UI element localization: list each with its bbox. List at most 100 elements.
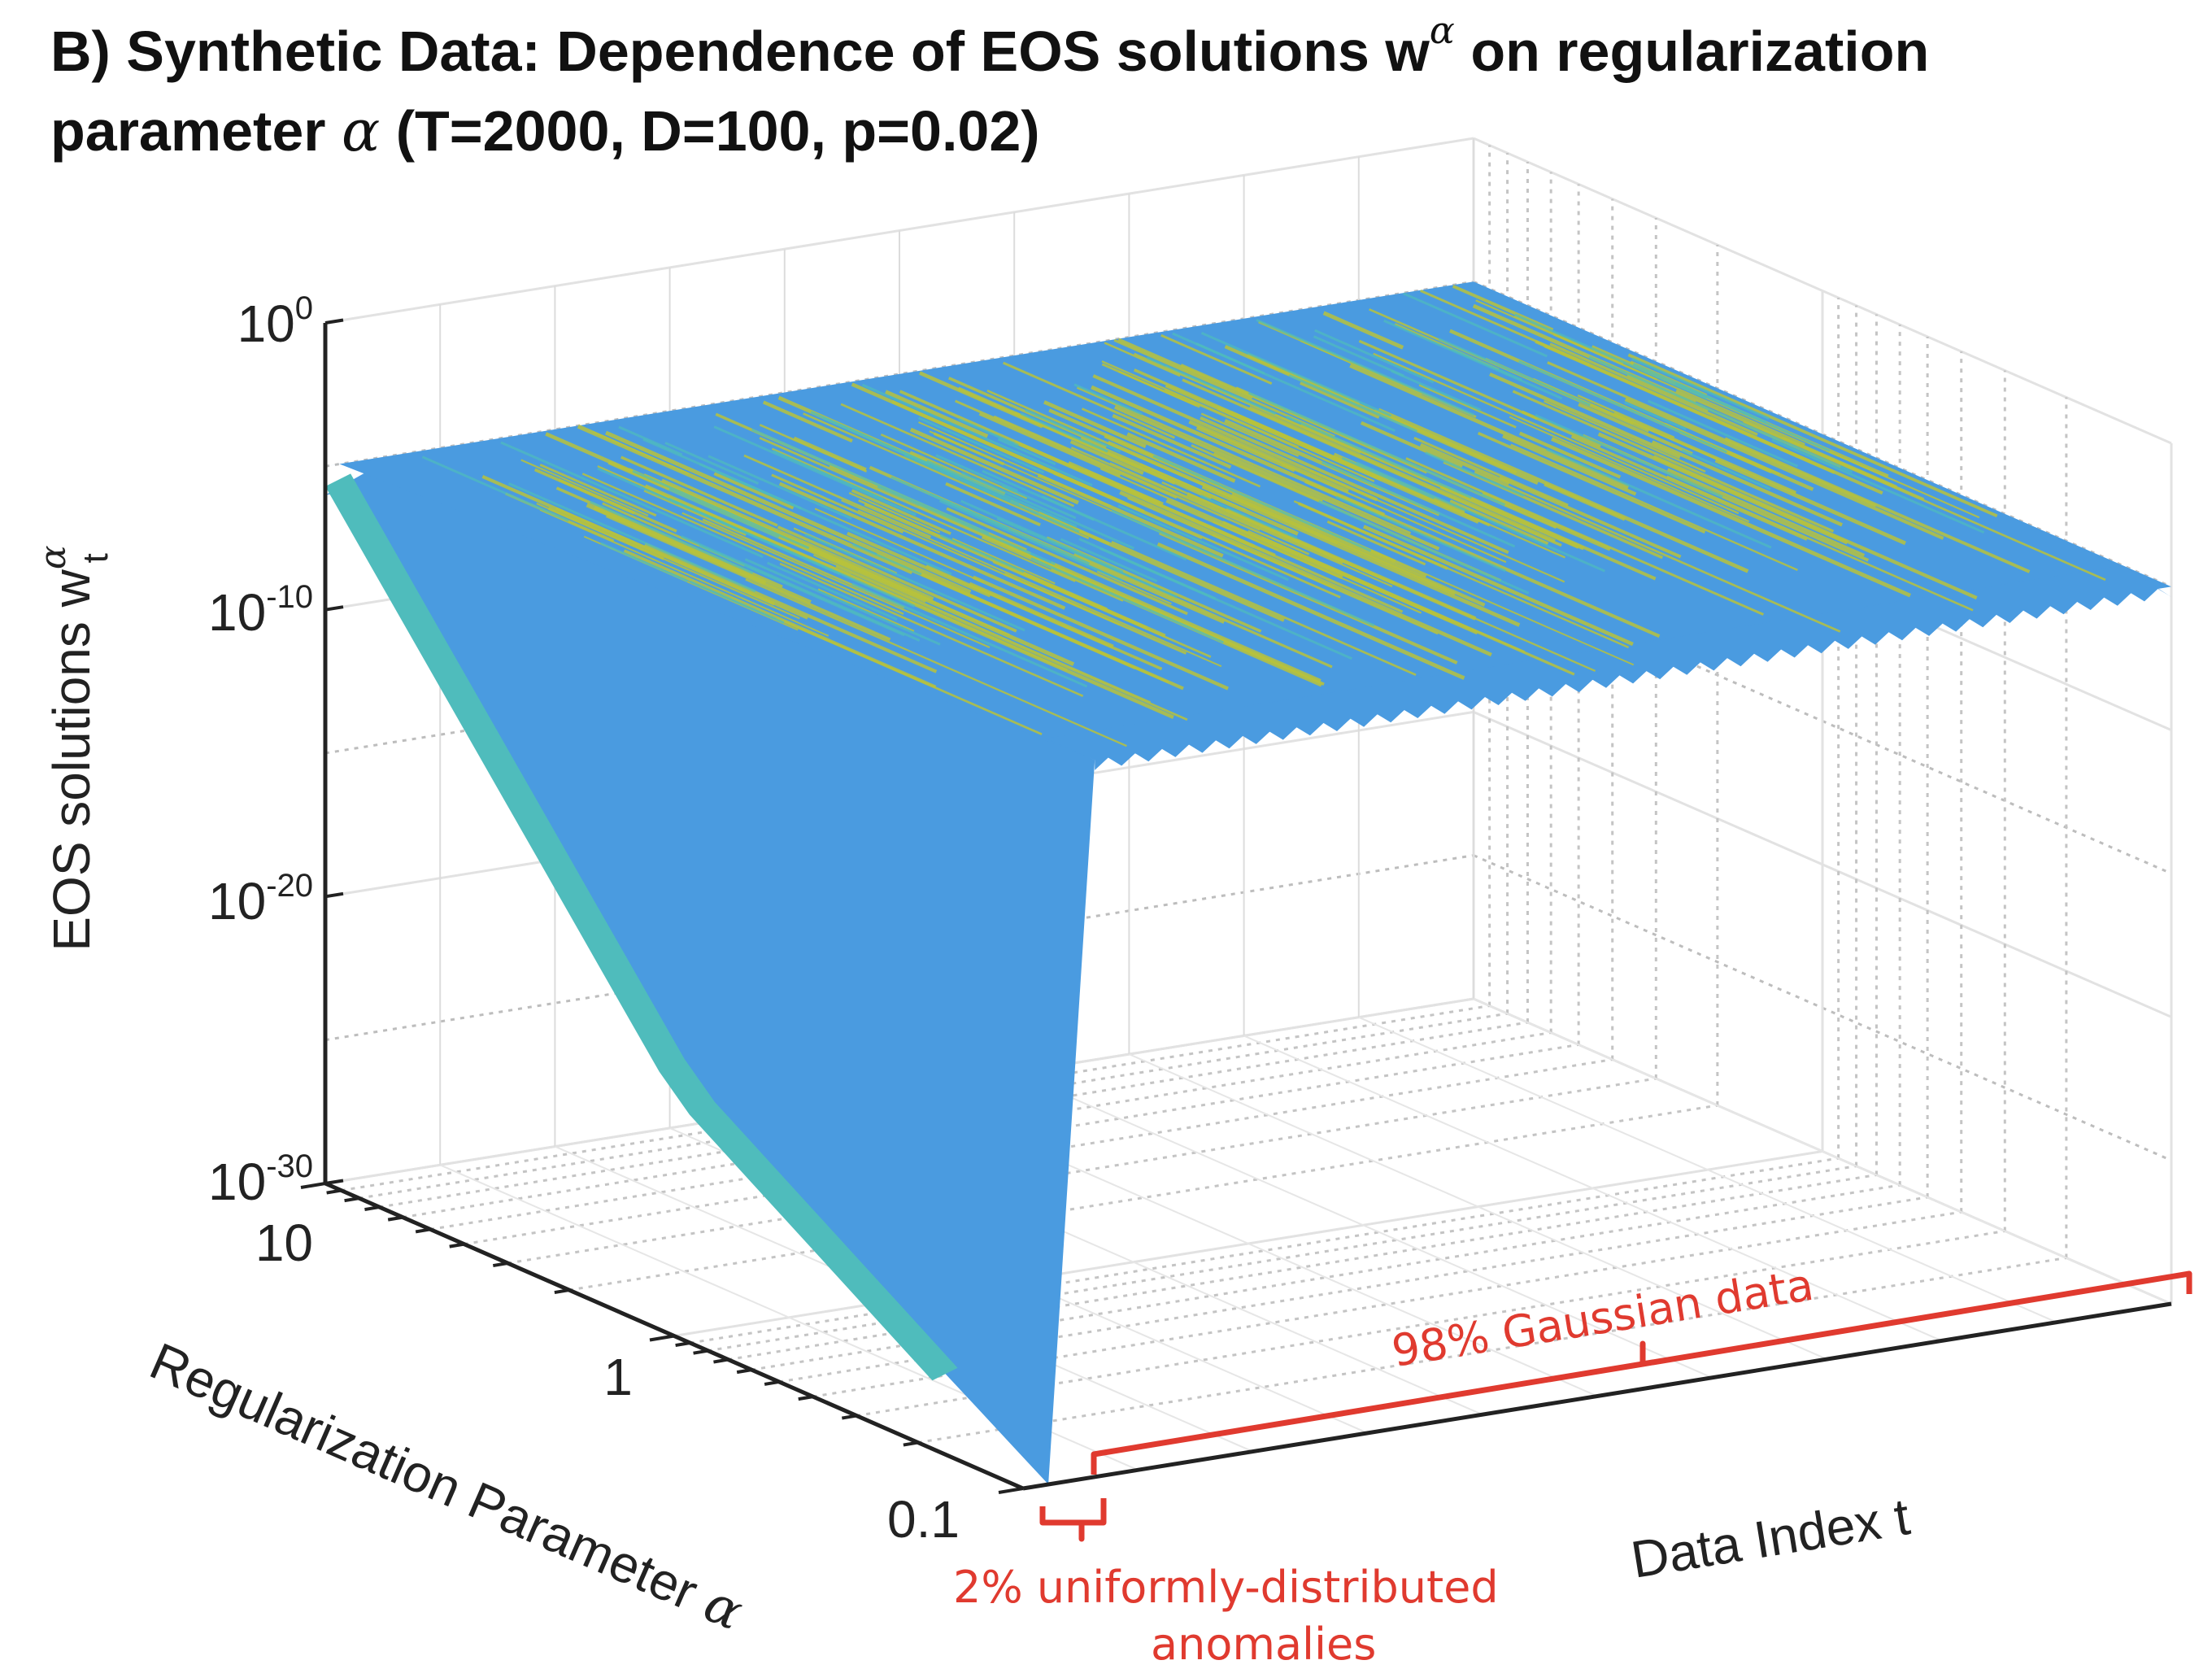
grid-alpha-floor-15	[728, 1174, 1877, 1362]
surface-texture-stripe-teal	[1030, 557, 1224, 644]
surface-texture-stripe-teal	[1060, 538, 1158, 583]
surface-texture-stripe	[1081, 407, 1261, 488]
surface-texture-stripe	[1405, 457, 1764, 616]
surface-texture-stripe-teal	[1356, 461, 1605, 573]
surface-texture-stripe	[1113, 405, 1440, 551]
surface-texture-stripe	[1578, 403, 1693, 456]
surface-texture-stripe	[1248, 529, 1526, 653]
surface-texture-stripe-teal	[935, 454, 1018, 492]
surface-texture-stripe	[1070, 447, 1261, 531]
surface-texture-stripe-teal	[1403, 292, 1548, 358]
surface-texture-stripe	[623, 549, 937, 689]
surface-texture-stripe	[1119, 490, 1492, 657]
surface-texture-stripe-teal	[1248, 391, 1506, 507]
surface-texture-stripe-teal	[1535, 413, 1723, 499]
grid-alpha-floor-3	[464, 1058, 1613, 1246]
surface-texture-stripe	[972, 575, 1229, 691]
surface-texture-stripe-teal	[960, 499, 1124, 573]
surface-texture-stripe	[1363, 525, 1634, 647]
surface-texture-stripe	[1518, 431, 1622, 479]
surface-texture-stripe	[1225, 508, 1477, 621]
surface-texture-stripe	[1439, 486, 1579, 549]
z-tick-3	[324, 318, 344, 325]
alpha-tick-label-1: 1	[603, 1348, 633, 1406]
surface-texture-stripe	[762, 400, 853, 443]
alpha-tick-7	[344, 1196, 359, 1203]
surface-texture-stripe	[1164, 389, 1375, 482]
surface-texture-stripe	[1069, 439, 1144, 475]
surface-texture-stripe	[1118, 370, 1198, 407]
chart-title: B) Synthetic Data: Dependence of EOS sol…	[50, 11, 2181, 171]
surface-texture-stripe-teal	[632, 469, 810, 550]
surface-texture-stripe	[1512, 390, 1835, 533]
surface-texture-stripe-teal	[668, 488, 780, 539]
grid-alpha-floor-14	[751, 1183, 1901, 1371]
surface-texture-stripe-teal	[751, 428, 990, 535]
title-part-1: B) Synthetic Data: Dependence of EOS sol…	[50, 20, 1430, 83]
surface-texture-stripe-teal	[1546, 448, 1772, 549]
alpha-tick-11	[841, 1414, 857, 1420]
surface-texture-stripe	[1134, 368, 1491, 527]
surface-texture-stripe-teal	[421, 455, 569, 522]
alpha-tick-8	[326, 1188, 342, 1195]
surface-texture-stripe-teal	[507, 482, 756, 593]
alpha-tick-13	[764, 1379, 780, 1386]
surface-texture-stripe	[1477, 431, 1706, 534]
surface-texture-stripe	[1481, 491, 1611, 551]
z-tick-label-1: 10-10	[208, 579, 313, 642]
surface-texture-stripe	[1043, 400, 1147, 448]
surface-texture-stripe	[1212, 521, 1422, 614]
surface-texture-stripe-teal	[1099, 547, 1352, 660]
alpha-tick-2	[492, 1262, 508, 1268]
alpha-tick-5	[387, 1215, 403, 1222]
surface-texture-stripe	[1675, 389, 1898, 489]
grid-alpha-floor-10	[917, 1257, 2067, 1445]
title-part-4: (T=2000, D=100, p=0.02)	[380, 99, 1040, 163]
surface-texture-stripe-teal	[996, 516, 1178, 599]
surface-texture-stripe	[847, 531, 991, 598]
surface-texture-stripe	[1349, 364, 1630, 490]
surface-texture-stripe	[1117, 338, 1253, 399]
surface-texture-stripe	[1076, 386, 1412, 534]
surface-texture-stripe	[539, 464, 657, 517]
surface-texture-stripe	[1513, 315, 1624, 364]
surface-texture-stripe	[1079, 437, 1299, 536]
surface-texture-stripe	[1549, 342, 1758, 436]
surface-texture-stripe	[1627, 353, 1998, 518]
surface-texture-stripe-teal	[1335, 495, 1507, 573]
surface-texture-stripe	[605, 430, 972, 595]
surface-texture-stripe	[1248, 406, 1556, 543]
surface-texture-stripe-teal	[1313, 335, 1404, 377]
surface-texture-stripe	[851, 489, 951, 535]
annotation-anomalies-bracket	[1039, 1498, 1107, 1542]
surface-texture-stripe	[880, 434, 1028, 499]
surface-texture-stripe	[777, 525, 1017, 633]
surface-texture-stripe-teal	[1517, 360, 1727, 454]
surface-texture-stripe	[945, 482, 1041, 527]
surface-texture-stripe-teal	[1438, 338, 1591, 407]
surface-texture-stripe	[1544, 344, 1835, 474]
surface-texture-stripe-teal	[708, 455, 852, 521]
surface-texture-stripe	[643, 489, 747, 537]
alpha-tick-6	[364, 1205, 380, 1212]
surface-texture-stripe-teal	[1073, 383, 1143, 416]
alpha-tick-4	[415, 1227, 431, 1234]
surface-texture-stripe-teal	[1024, 408, 1121, 453]
grid-t-floor-6	[1013, 1071, 1713, 1379]
surface-texture-stripe	[851, 382, 1106, 497]
surface-texture-stripe	[864, 503, 1147, 630]
surface-texture-stripe	[1104, 342, 1181, 377]
grid-t-floor-9	[1358, 1016, 2057, 1323]
surface-texture-stripe-teal	[926, 460, 1078, 528]
surface-plateau-front-edge	[1046, 565, 2171, 770]
grid-alpha-floor-11	[856, 1230, 2005, 1418]
alpha-tick-3	[449, 1242, 465, 1248]
alpha-tick-18	[300, 1182, 326, 1189]
surface-texture-stripe-teal	[1195, 342, 1265, 375]
surface-texture-stripe	[1543, 399, 1706, 473]
surface-texture-stripe	[955, 399, 1178, 499]
alpha-tick-17	[675, 1341, 690, 1348]
surface-texture-stripe-teal	[861, 383, 1093, 486]
title-part-2: on regularization	[1454, 20, 1930, 83]
surface-texture-stripe-teal	[804, 533, 1025, 632]
